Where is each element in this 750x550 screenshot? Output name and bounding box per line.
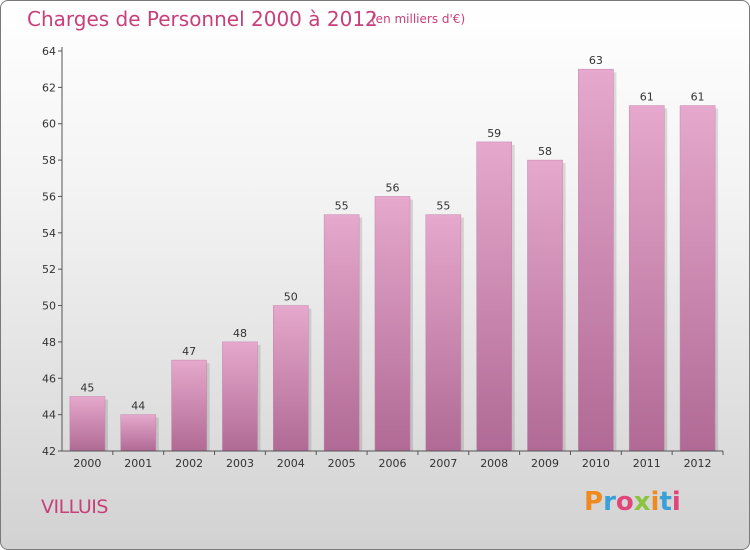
y-tick-label: 60: [42, 118, 56, 131]
bar-2006: [374, 196, 411, 452]
x-tick-label-2001: 2001: [124, 457, 152, 470]
y-tick-label: 64: [42, 45, 56, 58]
y-tick-label: 46: [42, 372, 56, 385]
data-label-2012: 61: [691, 91, 705, 104]
x-tick-label-2005: 2005: [328, 457, 356, 470]
y-tick-label: 56: [42, 190, 56, 203]
y-tick-label: 44: [42, 409, 56, 422]
y-tick-label: 50: [42, 300, 56, 313]
data-label-2006: 56: [386, 181, 400, 194]
data-label-2001: 44: [131, 400, 145, 413]
logo-letter: r: [603, 487, 616, 517]
x-tick-label-2009: 2009: [531, 457, 559, 470]
x-tick-label-2008: 2008: [480, 457, 508, 470]
bar-2007: [425, 214, 462, 452]
x-tick-label-2002: 2002: [175, 457, 203, 470]
logo-letter: o: [615, 487, 634, 517]
logo-letter: t: [659, 487, 672, 517]
data-label-2004: 50: [284, 291, 298, 304]
bar-2004: [273, 305, 309, 452]
x-tick-label-2010: 2010: [582, 457, 610, 470]
y-tick-label: 42: [42, 445, 56, 458]
bar-2000: [69, 396, 106, 452]
data-label-2011: 61: [640, 91, 654, 104]
x-tick-label-2006: 2006: [379, 457, 407, 470]
commune-name: VILLUIS: [41, 496, 108, 518]
data-label-2003: 48: [233, 327, 247, 340]
bar-2001: [120, 414, 157, 452]
x-tick-label-2004: 2004: [277, 457, 305, 470]
data-label-2002: 47: [182, 345, 196, 358]
bar-2008: [476, 141, 512, 452]
bar-2012: [679, 105, 716, 452]
x-tick-label-2007: 2007: [429, 457, 457, 470]
logo-letter: x: [633, 487, 651, 517]
logo-letter: i: [650, 487, 660, 517]
data-label-2005: 55: [335, 200, 349, 213]
data-label-2009: 58: [538, 145, 552, 158]
chart-title: Charges de Personnel 2000 à 2012: [27, 7, 378, 31]
bar-2009: [527, 159, 563, 452]
x-tick-label-2012: 2012: [684, 457, 712, 470]
data-label-2008: 59: [487, 127, 501, 140]
logo-letter: i: [671, 487, 681, 517]
bar-2010: [578, 68, 614, 452]
data-label-2007: 55: [436, 200, 450, 213]
data-label-2000: 45: [80, 381, 94, 394]
x-tick-label-2003: 2003: [226, 457, 254, 470]
y-tick-label: 52: [42, 263, 56, 276]
y-tick-label: 54: [42, 227, 56, 240]
proxiti-logo[interactable]: Proxiti: [584, 487, 681, 517]
chart-subtitle: (en milliers d'€): [371, 12, 466, 26]
logo-letter: P: [584, 487, 604, 517]
y-tick-label: 62: [42, 81, 56, 94]
data-label-2010: 63: [589, 54, 603, 67]
y-tick-label: 58: [42, 154, 56, 167]
x-tick-label-2000: 2000: [73, 457, 101, 470]
bar-2005: [323, 214, 360, 452]
x-tick-label-2011: 2011: [633, 457, 661, 470]
bar-2011: [628, 105, 665, 452]
bar-2002: [171, 359, 207, 452]
bar-2003: [222, 341, 258, 452]
y-tick-label: 48: [42, 336, 56, 349]
